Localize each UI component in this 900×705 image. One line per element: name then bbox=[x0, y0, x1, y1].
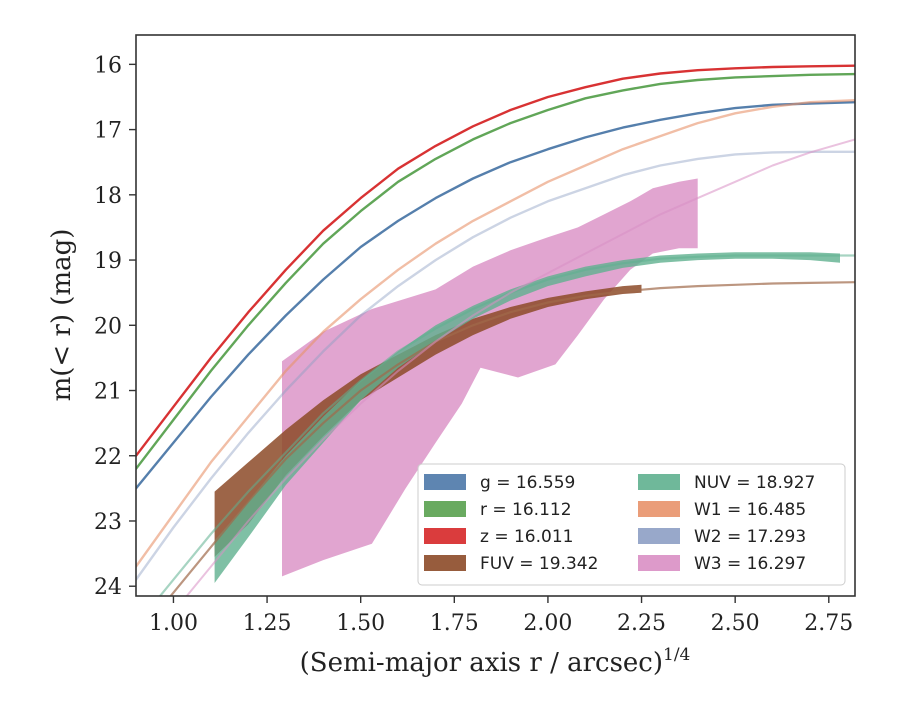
y-tick-label: 17 bbox=[94, 119, 122, 144]
legend-label-w2: W2 = 17.293 bbox=[694, 527, 806, 547]
legend-swatch-g bbox=[424, 474, 466, 490]
legend-label-nuv: NUV = 18.927 bbox=[694, 473, 815, 493]
band-w3 bbox=[282, 178, 698, 577]
x-tick-label: 1.75 bbox=[430, 611, 479, 636]
band-nuv bbox=[214, 252, 841, 583]
legend-swatch-z bbox=[424, 528, 466, 544]
plot-frame bbox=[135, 34, 856, 597]
series-line-nuv bbox=[158, 254, 855, 596]
x-tick-label: 1.25 bbox=[243, 611, 292, 636]
x-axis-label: (Semi-major axis r / arcsec)1/4 bbox=[300, 645, 691, 678]
x-tick-label: 2.75 bbox=[804, 611, 853, 636]
x-tick-label: 1.50 bbox=[336, 611, 385, 636]
x-tick-label: 2.50 bbox=[711, 611, 760, 636]
x-axis-ticks: 1.00 1.25 1.50 1.75 2.00 2.25 2.50 2.75 bbox=[149, 596, 853, 636]
series-line-fuv bbox=[169, 281, 855, 596]
legend-label-g: g = 16.559 bbox=[480, 473, 575, 493]
y-axis-label: m(< r) (mag) bbox=[47, 229, 77, 402]
legend-swatch-r bbox=[424, 501, 466, 517]
legend-label-w1: W1 = 16.485 bbox=[694, 500, 806, 520]
legend-swatch-fuv bbox=[424, 555, 466, 571]
y-tick-label: 19 bbox=[94, 249, 122, 274]
legend-frame bbox=[417, 463, 846, 586]
series-line-w1 bbox=[136, 99, 855, 568]
y-tick-label: 20 bbox=[94, 314, 122, 339]
lines-layer bbox=[136, 64, 855, 596]
x-tick-label: 2.00 bbox=[523, 611, 572, 636]
series-line-r bbox=[136, 72, 855, 470]
legend-label-z: z = 16.011 bbox=[480, 527, 573, 547]
y-tick-label: 24 bbox=[94, 575, 122, 600]
y-tick-label: 22 bbox=[94, 445, 122, 470]
y-axis-ticks: 16 17 18 19 20 21 22 23 24 bbox=[94, 53, 136, 600]
legend-swatch-w1 bbox=[638, 501, 680, 517]
series-line-g bbox=[136, 101, 855, 490]
y-tick-label: 16 bbox=[94, 53, 122, 78]
legend-label-r: r = 16.112 bbox=[480, 500, 572, 520]
y-tick-label: 18 bbox=[94, 184, 122, 209]
legend-swatch-w3 bbox=[638, 555, 680, 571]
y-tick-label: 23 bbox=[94, 510, 122, 535]
bands-layer bbox=[214, 178, 841, 583]
series-line-w3 bbox=[185, 138, 855, 596]
legend-label-fuv: FUV = 19.342 bbox=[480, 554, 598, 574]
series-line-z bbox=[136, 64, 855, 457]
legend: g = 16.559 r = 16.112 z = 16.011 FUV = 19.3… bbox=[417, 463, 846, 586]
y-tick-label: 21 bbox=[94, 380, 122, 405]
x-tick-label: 2.25 bbox=[617, 611, 666, 636]
legend-swatch-nuv bbox=[638, 474, 680, 490]
x-tick-label: 1.00 bbox=[149, 611, 198, 636]
series-line-w2 bbox=[136, 150, 855, 581]
legend-swatch-w2 bbox=[638, 528, 680, 544]
legend-label-w3: W3 = 16.297 bbox=[694, 554, 806, 574]
